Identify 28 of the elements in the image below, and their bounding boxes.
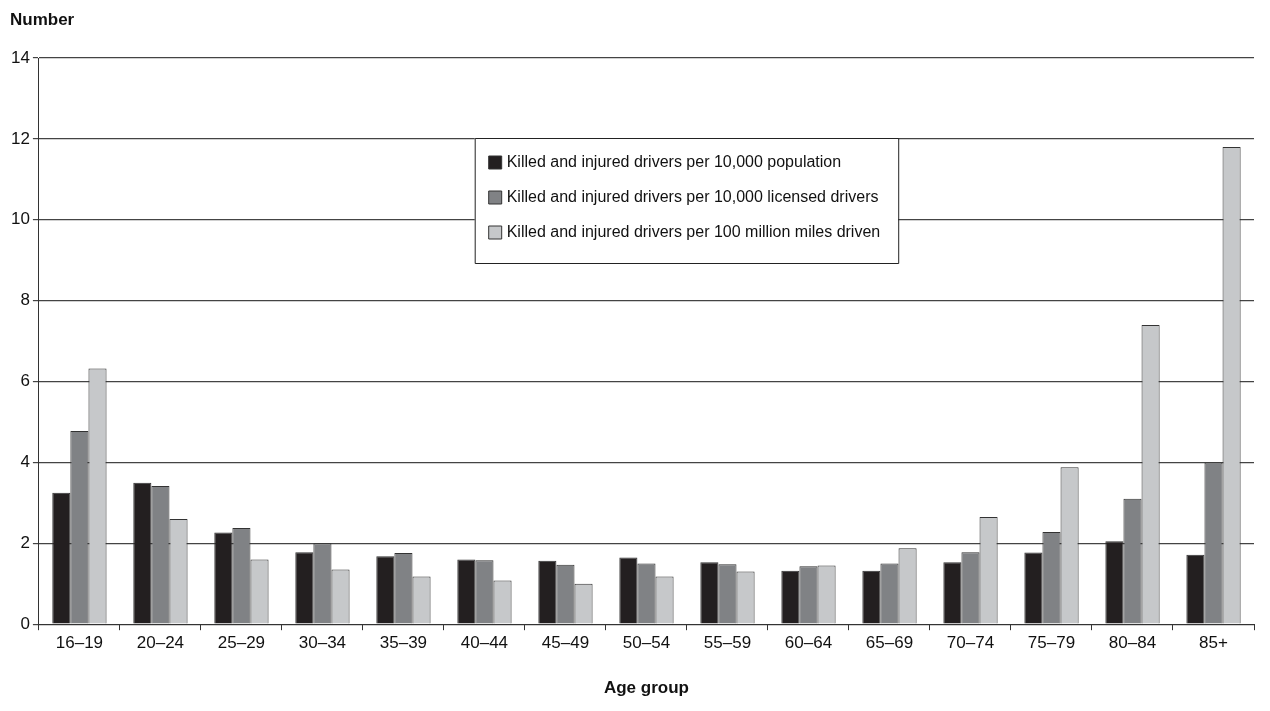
x-tick-label: 25–29 [217,633,266,653]
x-tick-label: 30–34 [298,633,347,653]
y-tick-label: 6 [20,371,30,391]
y-tick-label: 2 [20,533,30,552]
legend-label: Killed and injured drivers per 10,000 licensed drivers [506,188,879,206]
x-tick-label: 65–69 [865,633,914,653]
x-tick-label: 80–84 [1108,633,1157,653]
y-tick-label: 14 [10,47,30,67]
legend-label: Killed and injured drivers per 100 million miles driven [506,223,881,241]
x-tick-label: 40–44 [460,633,509,653]
y-tick-label: 10 [10,209,30,229]
x-tick-label: 45–49 [541,633,590,653]
x-tick-label: 16–19 [55,633,104,653]
y-tick-label: 0 [20,613,30,633]
x-tick-label: 50–54 [622,633,671,653]
x-tick-label: 85+ [1199,633,1228,653]
x-axis-title: Age group [603,678,689,698]
x-tick-label: 20–24 [136,633,185,653]
y-axis-title: Number [10,10,75,30]
y-tick-label: 8 [20,290,30,310]
y-tick-label: 4 [20,452,30,472]
x-tick-label: 35–39 [379,633,428,653]
x-tick-label: 60–64 [784,633,833,653]
x-tick-label: 70–74 [946,633,995,653]
y-tick-label: 12 [10,128,30,148]
x-tick-label: 55–59 [703,633,752,653]
legend-label: Killed and injured drivers per 10,000 population [506,153,842,171]
x-tick-label: 75–79 [1027,633,1076,653]
